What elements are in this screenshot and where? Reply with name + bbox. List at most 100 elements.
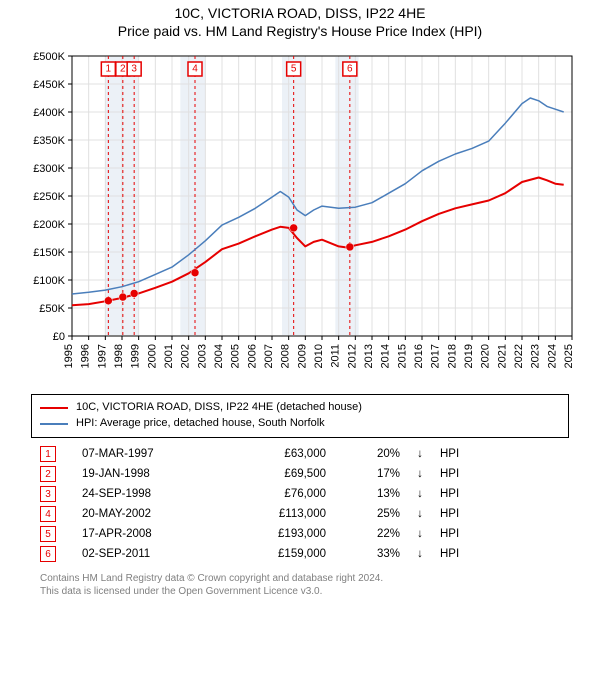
svg-text:2007: 2007 <box>263 344 275 368</box>
transaction-row: 517-APR-2008£193,00022%↓HPI <box>40 524 560 544</box>
down-arrow-icon: ↓ <box>414 468 426 480</box>
svg-text:2015: 2015 <box>396 344 408 368</box>
svg-text:2004: 2004 <box>213 344 225 368</box>
transaction-row: 1 07-MAR-1997 £63,000 20% ↓ HPI <box>40 444 560 464</box>
svg-text:1998: 1998 <box>113 344 125 368</box>
svg-text:2013: 2013 <box>363 344 375 368</box>
svg-text:1: 1 <box>106 64 112 75</box>
transaction-marker: 3 <box>40 486 56 502</box>
svg-text:6: 6 <box>347 64 353 75</box>
svg-text:2001: 2001 <box>163 344 175 368</box>
legend-label: 10C, VICTORIA ROAD, DISS, IP22 4HE (deta… <box>76 400 362 416</box>
footer-line2: This data is licensed under the Open Gov… <box>40 585 560 598</box>
title-subtitle: Price paid vs. HM Land Registry's House … <box>0 22 600 40</box>
footer-line1: Contains HM Land Registry data © Crown c… <box>40 572 560 585</box>
transaction-date: 17-APR-2008 <box>70 528 202 540</box>
svg-text:2019: 2019 <box>463 344 475 368</box>
transaction-pct: 33% <box>340 548 400 560</box>
transaction-table: 1 07-MAR-1997 £63,000 20% ↓ HPI 2 19-JAN-1998 £6… <box>40 444 560 564</box>
svg-text:£250K: £250K <box>33 191 65 203</box>
transaction-row: 3 24-SEP-1998 £76,000 13% ↓ HPI <box>40 484 560 504</box>
transaction-pct: 13% <box>340 488 400 500</box>
chart: £0£50K£100K£150K£200K£250K£300K£350K£400… <box>20 48 580 388</box>
transaction-marker: 6 <box>40 546 56 562</box>
svg-text:2002: 2002 <box>180 344 192 368</box>
svg-text:£200K: £200K <box>33 219 65 231</box>
svg-text:£50K: £50K <box>39 303 65 315</box>
svg-text:2024: 2024 <box>546 344 558 368</box>
transaction-price: £63,000 <box>216 448 326 460</box>
svg-text:1999: 1999 <box>130 344 142 368</box>
transaction-date: 19-JAN-1998 <box>70 468 202 480</box>
transaction-hpi-label: HPI <box>440 468 560 480</box>
svg-text:2023: 2023 <box>530 344 542 368</box>
transaction-marker: 4 <box>40 506 56 522</box>
down-arrow-icon: ↓ <box>414 508 426 520</box>
legend-swatch <box>40 423 68 425</box>
transaction-date: 07-MAR-1997 <box>70 448 202 460</box>
transaction-marker: 5 <box>40 526 56 542</box>
svg-text:2017: 2017 <box>430 344 442 368</box>
down-arrow-icon: ↓ <box>414 488 426 500</box>
svg-text:2014: 2014 <box>380 344 392 368</box>
transaction-hpi-label: HPI <box>440 448 560 460</box>
svg-text:2012: 2012 <box>346 344 358 368</box>
transaction-pct: 25% <box>340 508 400 520</box>
transaction-price: £69,500 <box>216 468 326 480</box>
transaction-hpi-label: HPI <box>440 548 560 560</box>
transaction-date: 24-SEP-1998 <box>70 488 202 500</box>
svg-text:1996: 1996 <box>80 344 92 368</box>
svg-text:2009: 2009 <box>296 344 308 368</box>
transaction-price: £193,000 <box>216 528 326 540</box>
svg-text:2000: 2000 <box>146 344 158 368</box>
svg-text:2018: 2018 <box>446 344 458 368</box>
svg-text:£500K: £500K <box>33 51 65 63</box>
transaction-hpi-label: HPI <box>440 488 560 500</box>
svg-text:2011: 2011 <box>330 344 342 368</box>
svg-text:1997: 1997 <box>96 344 108 368</box>
transaction-date: 20-MAY-2002 <box>70 508 202 520</box>
transaction-hpi-label: HPI <box>440 508 560 520</box>
transaction-pct: 20% <box>340 448 400 460</box>
legend-swatch <box>40 407 68 409</box>
down-arrow-icon: ↓ <box>414 448 426 460</box>
svg-text:£150K: £150K <box>33 247 65 259</box>
svg-text:2006: 2006 <box>246 344 258 368</box>
transaction-pct: 17% <box>340 468 400 480</box>
transaction-marker: 2 <box>40 466 56 482</box>
svg-text:4: 4 <box>192 64 198 75</box>
svg-text:2022: 2022 <box>513 344 525 368</box>
svg-text:2010: 2010 <box>313 344 325 368</box>
legend-item: 10C, VICTORIA ROAD, DISS, IP22 4HE (deta… <box>40 400 560 416</box>
svg-text:2021: 2021 <box>496 344 508 368</box>
down-arrow-icon: ↓ <box>414 528 426 540</box>
transaction-row: 2 19-JAN-1998 £69,500 17% ↓ HPI <box>40 464 560 484</box>
legend: 10C, VICTORIA ROAD, DISS, IP22 4HE (deta… <box>31 394 569 438</box>
footer: Contains HM Land Registry data © Crown c… <box>40 572 560 598</box>
transaction-price: £113,000 <box>216 508 326 520</box>
svg-text:2: 2 <box>120 64 126 75</box>
svg-text:2003: 2003 <box>196 344 208 368</box>
svg-text:£350K: £350K <box>33 135 65 147</box>
svg-text:2020: 2020 <box>480 344 492 368</box>
svg-text:£100K: £100K <box>33 275 65 287</box>
title-block: 10C, VICTORIA ROAD, DISS, IP22 4HE Price… <box>0 0 600 40</box>
transaction-price: £76,000 <box>216 488 326 500</box>
svg-text:£0: £0 <box>53 331 65 343</box>
svg-text:£300K: £300K <box>33 163 65 175</box>
svg-text:2008: 2008 <box>280 344 292 368</box>
svg-text:5: 5 <box>291 64 297 75</box>
transaction-date: 02-SEP-2011 <box>70 548 202 560</box>
legend-item: HPI: Average price, detached house, Sout… <box>40 416 560 432</box>
svg-text:2025: 2025 <box>563 344 575 368</box>
title-address: 10C, VICTORIA ROAD, DISS, IP22 4HE <box>0 4 600 22</box>
transaction-row: 4 20-MAY-2002 £113,000 25% ↓ HPI <box>40 504 560 524</box>
transaction-marker: 1 <box>40 446 56 462</box>
legend-label: HPI: Average price, detached house, Sout… <box>76 416 325 432</box>
transaction-price: £159,000 <box>216 548 326 560</box>
transaction-hpi-label: HPI <box>440 528 560 540</box>
transaction-row: 6 02-SEP-2011 £159,000 33% ↓ HPI <box>40 544 560 564</box>
svg-text:£450K: £450K <box>33 79 65 91</box>
svg-text:2016: 2016 <box>413 344 425 368</box>
down-arrow-icon: ↓ <box>414 548 426 560</box>
